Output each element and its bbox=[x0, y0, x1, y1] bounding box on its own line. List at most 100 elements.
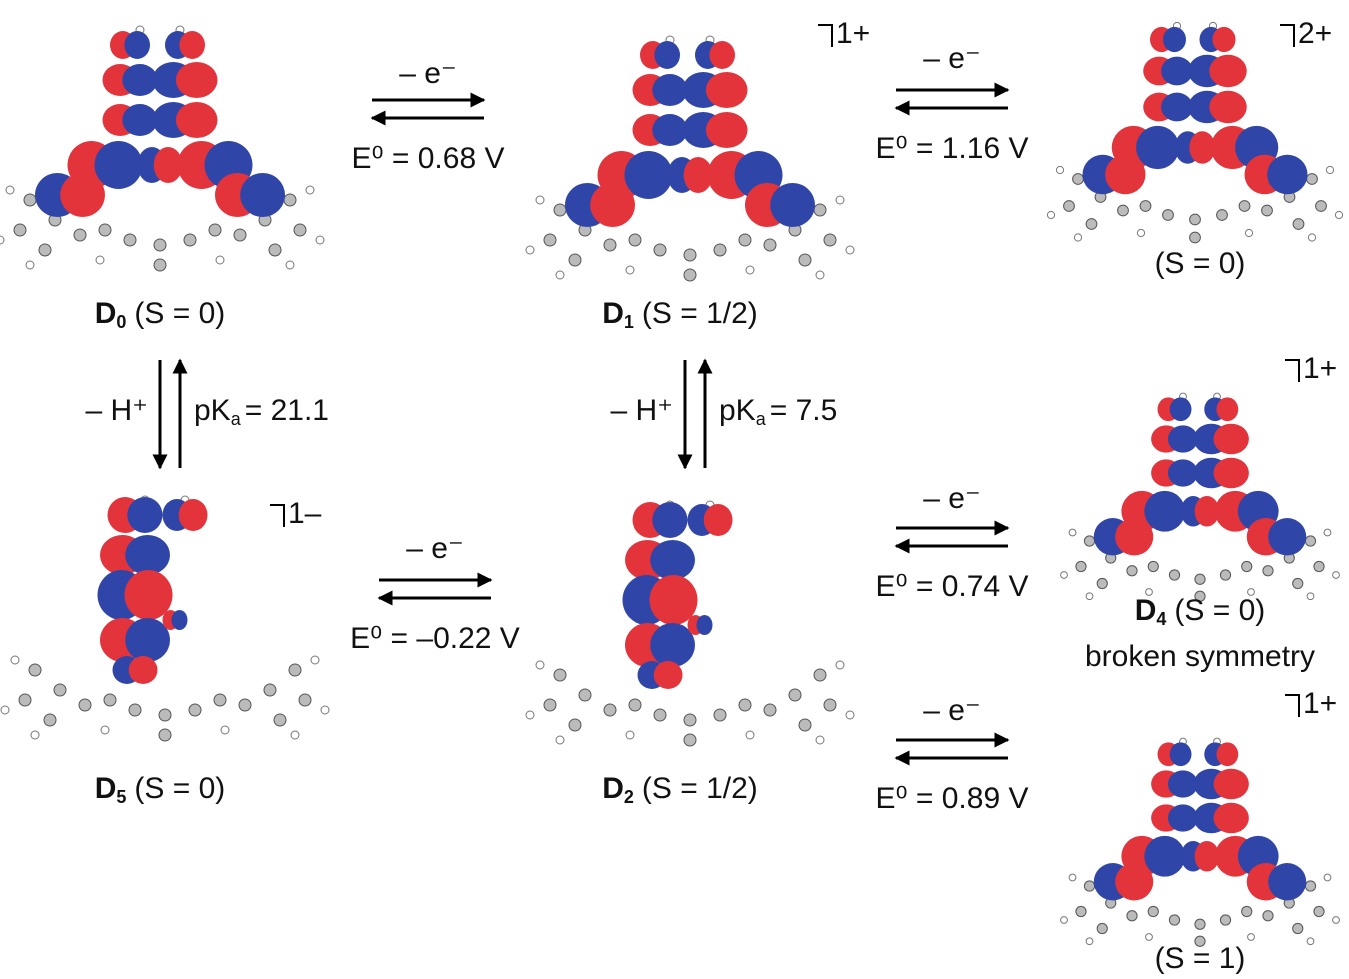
orbital-lobe bbox=[650, 540, 695, 580]
orbital-lobe bbox=[1115, 518, 1154, 556]
orbital-lobe bbox=[1213, 768, 1249, 800]
h-atom bbox=[835, 660, 845, 670]
h-atom bbox=[1136, 228, 1146, 238]
orbital-lobe bbox=[1169, 397, 1192, 422]
orbital-lobe bbox=[1212, 26, 1236, 53]
orbital-lobe bbox=[240, 173, 285, 217]
orbital-lobe bbox=[1167, 459, 1198, 487]
species-label: (S = 1) bbox=[1155, 942, 1246, 975]
atom bbox=[798, 718, 812, 732]
charge: 1– bbox=[288, 497, 322, 530]
orbital-lobe bbox=[94, 141, 143, 189]
atom bbox=[798, 253, 812, 267]
atom bbox=[713, 708, 727, 722]
atom bbox=[38, 243, 52, 257]
atom bbox=[213, 693, 227, 707]
h-atom bbox=[100, 725, 110, 735]
atom bbox=[653, 708, 667, 722]
h-atom bbox=[815, 270, 825, 280]
atom bbox=[1147, 560, 1159, 573]
h-atom bbox=[555, 270, 565, 280]
atom bbox=[1075, 560, 1087, 573]
atom bbox=[1292, 922, 1304, 935]
atom bbox=[1216, 209, 1228, 221]
atom bbox=[288, 663, 302, 677]
charge-bracket bbox=[270, 504, 285, 527]
orbital-lobe bbox=[1216, 397, 1239, 422]
pka-label: pKa = 21.1 bbox=[194, 394, 329, 429]
h-atom bbox=[290, 730, 300, 740]
atom bbox=[628, 698, 642, 712]
atom bbox=[1262, 565, 1274, 577]
charge-bracket bbox=[1285, 359, 1300, 382]
orbital-lobe bbox=[179, 31, 205, 59]
orbital-lobe bbox=[175, 62, 218, 98]
orbital-lobe bbox=[1268, 863, 1307, 901]
atom bbox=[568, 718, 582, 732]
orbital-lobe bbox=[683, 157, 713, 193]
orbital-lobe bbox=[1209, 54, 1247, 88]
species-state: (S = 0) bbox=[1155, 247, 1246, 280]
molecule bbox=[1060, 392, 1340, 602]
h-atom bbox=[845, 710, 855, 720]
atom bbox=[1126, 910, 1138, 922]
orbital-lobe bbox=[1115, 863, 1154, 901]
atom bbox=[1072, 173, 1084, 185]
atom bbox=[158, 728, 172, 742]
atom bbox=[238, 698, 252, 712]
atom bbox=[1126, 565, 1138, 577]
atom bbox=[683, 248, 697, 262]
potential: E⁰ = 0.74 V bbox=[876, 570, 1029, 603]
step-label: – e⁻ bbox=[923, 694, 981, 727]
orbital-lobe bbox=[127, 497, 163, 533]
orbital-lobe bbox=[1216, 742, 1239, 767]
orbital-lobe bbox=[1136, 125, 1180, 170]
orbital-lobe bbox=[122, 104, 158, 136]
orbital-lobe bbox=[652, 74, 688, 106]
atom bbox=[1194, 918, 1206, 930]
atom bbox=[1189, 231, 1201, 244]
pka-subscript: a bbox=[756, 409, 767, 429]
pka-subscript: a bbox=[231, 409, 242, 429]
atom bbox=[268, 243, 282, 257]
atom bbox=[1139, 200, 1152, 212]
atom bbox=[1194, 590, 1206, 602]
atom bbox=[1194, 573, 1206, 585]
h-atom bbox=[745, 730, 755, 740]
h-atom bbox=[215, 255, 225, 265]
orbital-lobe bbox=[1267, 154, 1308, 195]
orbital-lobe bbox=[125, 535, 170, 575]
orbital-lobe bbox=[1268, 518, 1307, 556]
h-atom bbox=[1306, 937, 1315, 946]
species-label: D4 (S = 0) bbox=[1135, 594, 1266, 629]
atom bbox=[43, 713, 57, 727]
species-symbol: D bbox=[602, 772, 624, 805]
h-atom bbox=[1244, 228, 1254, 238]
species-subscript: 4 bbox=[1156, 609, 1166, 629]
pka-prefix: pK bbox=[719, 394, 756, 427]
atom bbox=[1075, 905, 1087, 918]
orbital-lobe bbox=[1161, 56, 1193, 86]
atom bbox=[98, 223, 112, 237]
step-label: – e⁻ bbox=[399, 57, 457, 90]
atom bbox=[1096, 577, 1108, 590]
atom bbox=[103, 693, 117, 707]
h-atom bbox=[555, 735, 565, 745]
atom bbox=[13, 223, 27, 237]
orbital-lobe bbox=[652, 502, 688, 538]
orbital-lobe bbox=[1213, 423, 1249, 455]
molecule bbox=[525, 500, 855, 747]
species-label: D0 (S = 0) bbox=[95, 297, 226, 332]
orbital-lobe bbox=[60, 173, 105, 217]
orbital-lobe bbox=[125, 618, 170, 662]
atom bbox=[1241, 905, 1253, 918]
orbital-lobe bbox=[1167, 804, 1198, 832]
atom bbox=[1194, 935, 1206, 947]
pka-prefix: pK bbox=[194, 394, 231, 427]
atom bbox=[568, 253, 582, 267]
pka-value: = 21.1 bbox=[245, 394, 329, 427]
atom bbox=[23, 193, 37, 207]
pka-label: pKa = 7.5 bbox=[719, 394, 837, 429]
atom bbox=[263, 683, 277, 697]
h-atom bbox=[220, 725, 230, 735]
